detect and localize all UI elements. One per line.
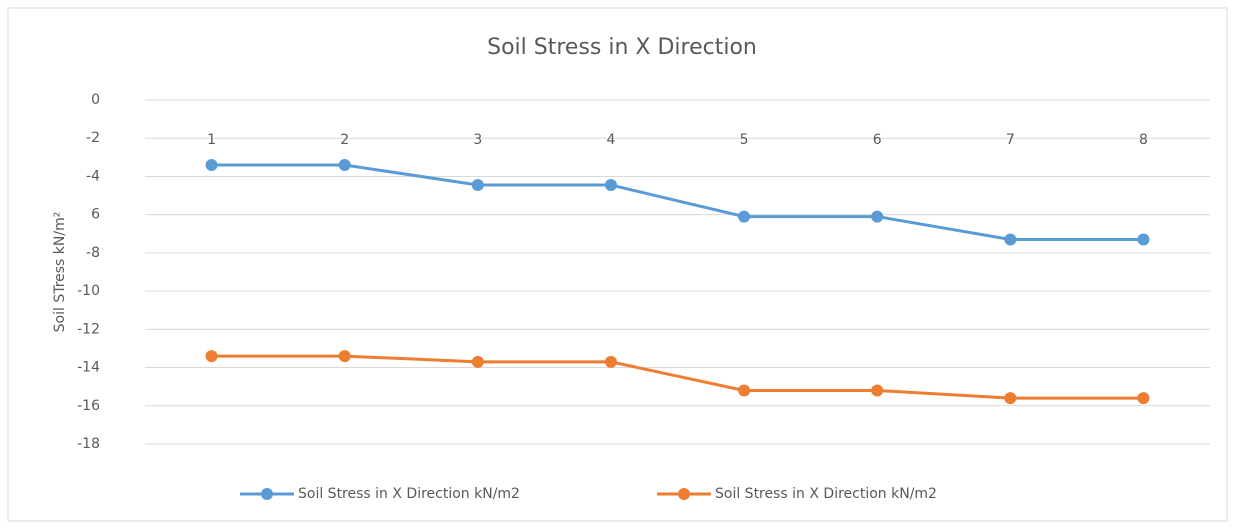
data-point [471,179,484,192]
y-tick-label: -14 [77,360,100,376]
series-line [211,163,1144,242]
x-tick-label: 2 [340,132,349,148]
x-tick-label: 4 [606,132,615,148]
y-tick-label: -12 [77,321,100,337]
data-point [1004,392,1017,405]
data-point [205,158,218,171]
data-point [471,355,484,368]
legend-marker [261,488,273,500]
x-tick-label: 8 [1139,132,1148,148]
data-point [1137,233,1150,246]
chart-title: Soil Stress in X Direction [487,35,757,60]
y-tick-label: -2 [86,130,100,146]
data-point [338,158,351,171]
x-tick-label: 5 [740,132,749,148]
y-tick-label: -18 [77,436,100,452]
legend-label: Soil Stress in X Direction kN/m2 [298,486,520,502]
data-point [205,350,218,363]
chart-border [7,7,1228,522]
x-tick-label: 6 [873,132,882,148]
data-point [1004,233,1017,246]
series-line [211,354,1144,400]
y-tick-label: -16 [77,398,100,414]
x-tick-label: 7 [1006,132,1015,148]
data-point [871,210,884,223]
legend-label: Soil Stress in X Direction kN/m2 [715,486,937,502]
x-tick-label: 1 [207,132,216,148]
y-axis-label: Soil STress kN/m² [52,212,68,333]
y-tick-label: 0 [91,92,100,108]
data-point [1137,392,1150,405]
data-point [738,384,751,397]
legend-marker [678,488,690,500]
y-tick-label: -4 [86,168,100,184]
x-tick-label: 3 [473,132,482,148]
data-point [738,210,751,223]
y-tick-label: 6 [91,207,100,223]
y-tick-label: -8 [86,245,100,261]
data-point [871,384,884,397]
data-point [604,355,617,368]
data-point [604,179,617,192]
y-tick-label: -10 [77,283,100,299]
data-point [338,350,351,363]
